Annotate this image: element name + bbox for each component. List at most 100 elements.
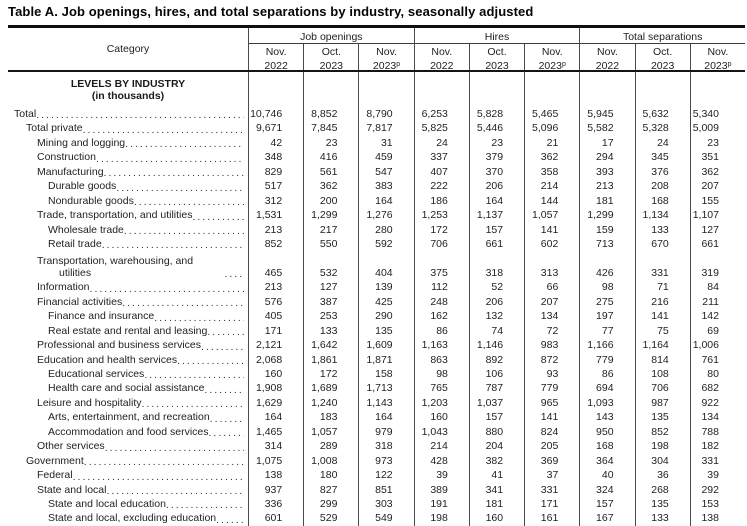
row-value: 2,121 (248, 338, 303, 353)
row-value: 1,240 (303, 395, 358, 411)
dot-leader (84, 456, 244, 468)
row-value: 200 (303, 193, 358, 209)
row-value: 1,713 (358, 381, 413, 396)
row-category: Arts, entertainment, and recreation (8, 410, 248, 424)
row-category: Nondurable goods (8, 194, 248, 208)
row-value: 1,146 (468, 338, 524, 353)
row-value: 1,299 (579, 208, 634, 223)
section-empty-cell (248, 72, 303, 107)
year-label: 2023 (485, 59, 509, 72)
row-category: Financial activities (8, 295, 248, 309)
row-value: 304 (634, 453, 690, 469)
row-value: 290 (358, 309, 413, 324)
table-row: Leisure and hospitality 1,629 1,240 1,14… (8, 395, 745, 411)
month-label: Nov. (265, 46, 287, 58)
year-label: 2023 (704, 59, 728, 72)
row-value: 1,043 (413, 424, 469, 440)
row-value: 1,057 (303, 424, 358, 440)
row-value: 389 (413, 482, 469, 497)
row-value: 765 (413, 381, 469, 396)
row-value: 135 (634, 410, 690, 425)
month-label: Nov. (376, 46, 397, 58)
section-header-line2: (in thousands) (91, 89, 165, 102)
row-category: Leisure and hospitality (8, 396, 248, 410)
row-value: 1,629 (248, 395, 303, 411)
dot-leader (83, 124, 244, 136)
dot-leader (106, 485, 244, 497)
table-row: Professional and business services 2,121… (8, 338, 745, 353)
row-value: 168 (579, 439, 634, 454)
row-value: 1,465 (248, 424, 303, 440)
row-value: 24 (634, 135, 690, 151)
row-value: 851 (358, 482, 413, 497)
dot-leader (125, 138, 244, 150)
row-value: 37 (524, 468, 579, 483)
row-value: 39 (689, 468, 745, 483)
row-label: State and local (37, 483, 107, 496)
row-value: 138 (248, 468, 303, 483)
row-value: 7,845 (303, 121, 358, 136)
dot-leader (73, 471, 244, 483)
row-category: Health care and social assistance (8, 381, 248, 395)
row-value: 183 (303, 410, 358, 425)
row-category: State and local, excluding education (8, 511, 248, 525)
row-value: 382 (468, 453, 524, 469)
row-value: 42 (248, 135, 303, 151)
row-value: 1,609 (358, 338, 413, 353)
row-label: Other services (37, 440, 105, 453)
section-header-line1: LEVELS BY INDUSTRY (70, 78, 186, 90)
row-label: Total (14, 108, 37, 121)
table-row: Education and health services 2,068 1,86… (8, 352, 745, 367)
table-row: Information 213 127 139 112 52 66 98 71 … (8, 280, 745, 295)
row-value: 601 (248, 511, 303, 526)
row-value: 10,746 (248, 107, 303, 122)
year-label: 2023 (650, 59, 675, 72)
row-value: 682 (689, 381, 745, 396)
row-value: 158 (358, 367, 413, 382)
row-value: 17 (579, 135, 634, 151)
row-value: 428 (413, 453, 469, 469)
row-category: State and local education (8, 497, 248, 511)
row-value: 824 (524, 424, 579, 440)
dot-leader (144, 369, 244, 381)
row-value: 351 (689, 150, 745, 165)
row-value: 36 (634, 468, 690, 483)
row-value: 122 (358, 468, 413, 483)
year-label: 2022 (430, 59, 454, 72)
row-value: 829 (248, 164, 303, 180)
row-value: 52 (468, 280, 524, 295)
row-value: 160 (468, 511, 524, 526)
table-row: State and local, excluding education 601… (8, 511, 745, 526)
row-value: 318 (358, 439, 413, 454)
year-label: 2022 (264, 59, 288, 72)
row-label: Information (37, 281, 90, 294)
row-value: 139 (358, 280, 413, 295)
row-value: 171 (248, 323, 303, 339)
row-value: 1,276 (358, 208, 413, 223)
row-category: Construction (8, 150, 248, 164)
row-value: 289 (303, 439, 358, 454)
row-label: Accommodation and food services (48, 425, 209, 438)
row-label: Trade, transportation, and utilities (37, 209, 193, 222)
row-value: 23 (689, 135, 745, 151)
row-value: 303 (358, 496, 413, 512)
row-label: Financial activities (37, 295, 123, 308)
section-empty-cell (634, 72, 690, 107)
row-value: 86 (413, 323, 469, 339)
section-empty-cell (689, 72, 745, 107)
table-row: Accommodation and food services 1,465 1,… (8, 424, 745, 440)
row-value: 337 (413, 150, 469, 165)
month-column-header: Oct. 2023 (634, 44, 690, 72)
row-value: 2,068 (248, 352, 303, 367)
table-row: Retail trade 852 550 592 706 661 602 713… (8, 236, 745, 252)
row-value: 294 (579, 150, 634, 165)
row-value: 348 (248, 150, 303, 165)
row-value: 206 (468, 294, 524, 310)
section-empty-cell (524, 72, 579, 107)
row-value: 787 (468, 381, 524, 396)
dot-leader (207, 326, 244, 338)
row-value: 141 (634, 309, 690, 324)
row-value: 75 (634, 323, 690, 339)
dot-leader (216, 514, 244, 526)
row-value: 779 (579, 352, 634, 367)
